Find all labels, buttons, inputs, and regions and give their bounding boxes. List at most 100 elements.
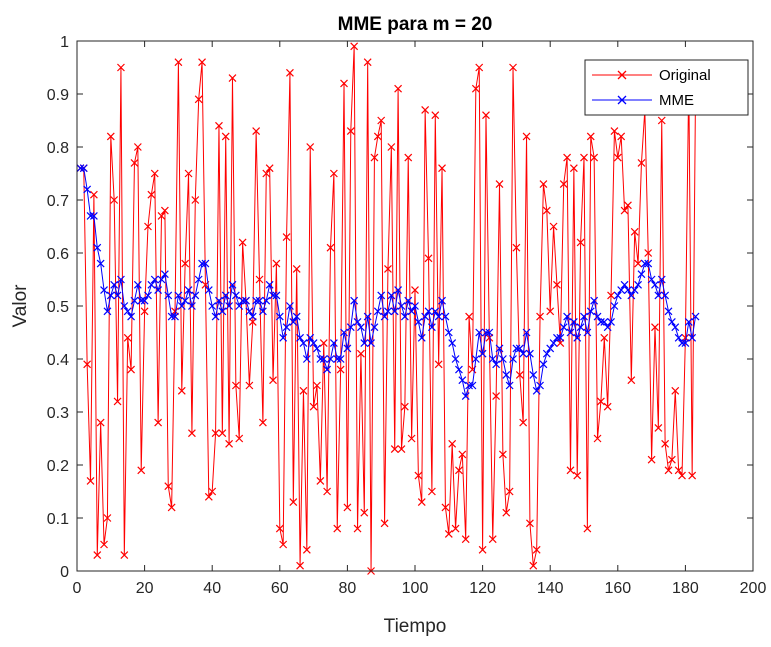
data-point-original (488, 535, 497, 544)
data-point-original (360, 508, 369, 517)
data-point-original (407, 434, 416, 443)
data-point-original (542, 206, 551, 215)
data-point-mme (343, 344, 352, 353)
data-point-mme (563, 312, 572, 321)
series-layer (76, 42, 700, 575)
data-point-original (566, 466, 575, 475)
data-point-mme (441, 312, 450, 321)
data-point-mme (269, 291, 277, 300)
data-point-original (83, 360, 92, 369)
data-point-mme (123, 307, 132, 316)
data-point-original (569, 164, 578, 173)
data-point-original (211, 429, 220, 438)
data-point-mme (397, 302, 406, 310)
data-point-mme (187, 302, 196, 310)
data-point-mme (502, 370, 511, 379)
data-point-original (323, 487, 332, 496)
data-point-mme (201, 259, 210, 268)
data-point-mme (536, 381, 544, 390)
y-tick-label: 0.4 (47, 352, 69, 369)
data-point-original (336, 365, 345, 374)
data-point-mme (458, 376, 467, 385)
data-point-original (596, 397, 605, 406)
data-point-mme (76, 164, 85, 173)
data-point-original (539, 180, 548, 189)
data-point-original (319, 339, 328, 348)
data-point-mme (451, 355, 460, 363)
data-point-mme (103, 307, 112, 316)
data-point-original (637, 158, 646, 167)
data-point-original (647, 455, 656, 464)
data-point-original (255, 275, 264, 284)
data-point-mme (688, 333, 697, 342)
data-point-mme (427, 323, 436, 332)
data-point-original (127, 365, 136, 374)
data-point-original (299, 386, 308, 395)
legend-label-mme: MME (659, 92, 694, 109)
data-point-mme (380, 312, 389, 321)
data-point-mme (387, 291, 396, 300)
legend-marker-mme (617, 95, 627, 105)
data-point-original (563, 153, 572, 162)
data-point-original (461, 535, 470, 544)
data-point-mme (238, 296, 247, 305)
data-point-original (573, 471, 582, 480)
data-point-mme (600, 317, 609, 326)
data-point-original (512, 243, 521, 252)
data-point-mme (651, 280, 659, 289)
data-point-mme (255, 296, 264, 305)
data-point-original (252, 127, 261, 136)
data-point-mme (492, 360, 501, 369)
y-axis-ticks: 0 0.1 0.2 0.3 0.4 0.5 0.6 0.7 0.8 0.9 1 (47, 34, 753, 581)
data-point-original (394, 84, 403, 93)
data-point-mme (566, 328, 575, 337)
data-point-mme (596, 317, 605, 326)
data-point-mme (110, 280, 119, 289)
data-point-mme (282, 323, 291, 332)
data-point-mme (610, 302, 619, 310)
data-point-original (627, 376, 636, 385)
data-point-original (133, 143, 142, 151)
y-tick-label: 0.1 (47, 511, 69, 528)
y-tick-label: 0.5 (47, 299, 69, 316)
data-point-original (147, 190, 156, 199)
x-tick-label: 40 (203, 580, 221, 597)
data-point-mme (181, 296, 190, 305)
data-point-original (553, 280, 561, 289)
y-tick-label: 0.6 (47, 246, 69, 263)
data-point-mme (583, 328, 592, 337)
data-point-mme (272, 291, 281, 300)
x-tick-label: 100 (402, 580, 429, 597)
data-point-original (245, 381, 254, 390)
data-point-original (258, 418, 267, 427)
data-point-original (549, 222, 558, 231)
data-point-original (451, 524, 460, 533)
data-point-original (515, 370, 524, 379)
data-point-mme (542, 349, 551, 358)
data-point-original (309, 402, 318, 411)
data-point-original (89, 190, 98, 199)
data-point-original (350, 42, 359, 51)
data-point-mme (147, 280, 156, 289)
data-point-mme (424, 307, 433, 316)
data-point-mme (529, 370, 538, 379)
data-point-mme (204, 286, 213, 295)
data-point-mme (414, 317, 423, 326)
data-point-original (356, 349, 365, 358)
data-point-original (174, 58, 183, 67)
data-point-original (586, 132, 595, 141)
data-point-original (688, 471, 697, 480)
data-point-mme (242, 296, 250, 305)
x-axis-label: Tiempo (384, 616, 447, 637)
data-point-original (302, 545, 311, 554)
data-point-original (177, 386, 186, 395)
data-point-original (671, 386, 680, 395)
data-point-original (654, 423, 663, 432)
data-point-original (272, 259, 281, 268)
data-point-original (144, 222, 152, 231)
data-point-mme (580, 312, 588, 321)
data-point-mme (367, 339, 375, 348)
data-point-mme (171, 312, 179, 321)
legend: Original MME (584, 59, 749, 116)
data-point-original (674, 466, 683, 475)
